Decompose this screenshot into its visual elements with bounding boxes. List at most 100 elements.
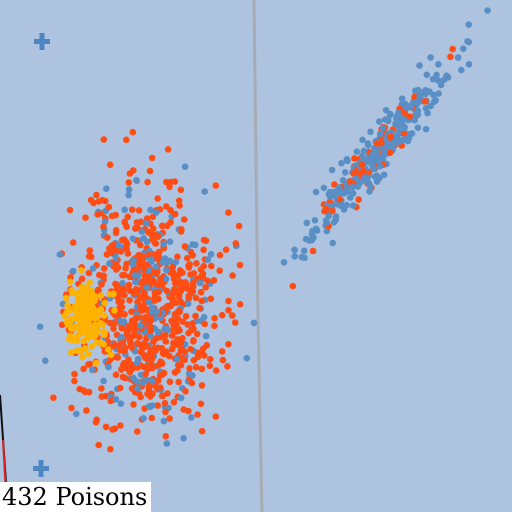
unit-dot xyxy=(216,251,224,259)
unit-dot xyxy=(155,252,162,259)
unit-dot xyxy=(344,157,351,165)
unit-dot xyxy=(123,244,130,252)
unit-dot xyxy=(81,301,88,309)
unit-dot xyxy=(201,352,208,359)
unit-dot xyxy=(160,369,168,377)
unit-dot xyxy=(207,295,215,303)
unit-dot xyxy=(133,176,140,184)
unit-dot xyxy=(107,351,115,359)
unit-dot xyxy=(291,246,298,254)
unit-dot xyxy=(412,87,419,95)
unit-dot xyxy=(112,396,120,403)
unit-dot xyxy=(378,139,385,147)
unit-dot xyxy=(355,196,363,203)
unit-dot xyxy=(382,106,390,114)
unit-dot xyxy=(146,403,154,411)
unit-dot xyxy=(171,210,179,218)
unit-dot xyxy=(157,275,165,283)
unit-dot xyxy=(100,377,107,385)
unit-dot xyxy=(206,362,214,370)
unit-dot xyxy=(414,124,422,131)
unit-dot xyxy=(376,174,383,182)
unit-dot xyxy=(360,167,367,175)
unit-dot xyxy=(416,93,424,101)
unit-dot xyxy=(146,322,153,330)
unit-dot xyxy=(126,297,133,304)
unit-dot xyxy=(95,198,103,205)
unit-dot xyxy=(177,394,185,402)
unit-dot xyxy=(337,202,344,209)
unit-dot xyxy=(400,125,408,132)
unit-dot xyxy=(143,313,151,321)
unit-dot xyxy=(101,299,109,307)
unit-dot xyxy=(166,183,173,191)
unit-dot xyxy=(222,246,230,253)
unit-dot xyxy=(115,242,122,249)
unit-dot xyxy=(140,289,148,296)
unit-dot xyxy=(176,287,183,295)
unit-dot xyxy=(429,75,437,83)
unit-dot xyxy=(100,223,107,231)
unit-dot xyxy=(148,364,156,372)
unit-dot xyxy=(181,356,188,364)
unit-dot xyxy=(153,308,160,316)
unit-dot xyxy=(353,148,361,155)
unit-dot xyxy=(85,350,92,358)
unit-dot xyxy=(110,325,117,332)
unit-dot xyxy=(374,152,382,160)
plus-marker[interactable] xyxy=(33,460,49,477)
unit-dot xyxy=(346,178,354,185)
unit-dot xyxy=(197,279,204,287)
unit-dot xyxy=(183,281,190,289)
unit-dot xyxy=(398,114,406,122)
unit-dot xyxy=(106,319,114,327)
unit-dot xyxy=(162,338,170,345)
unit-dot xyxy=(416,62,423,69)
unit-dot xyxy=(149,377,156,385)
plus-marker[interactable] xyxy=(34,33,50,50)
unit-dot xyxy=(382,116,389,123)
unit-dot xyxy=(193,260,200,267)
unit-dot xyxy=(189,372,196,379)
unit-dot xyxy=(78,275,86,283)
unit-dot xyxy=(447,53,454,61)
unit-dot xyxy=(100,312,108,320)
unit-dot xyxy=(207,355,214,363)
unit-dot xyxy=(75,305,83,312)
unit-dot xyxy=(97,339,104,347)
unit-dot xyxy=(66,206,74,214)
unit-dot xyxy=(118,324,126,332)
unit-dot xyxy=(184,300,192,308)
unit-dot xyxy=(435,90,443,97)
unit-dot xyxy=(123,329,131,337)
unit-dot xyxy=(125,179,133,186)
unit-dot xyxy=(280,259,288,266)
unit-dot xyxy=(212,367,220,374)
unit-dot xyxy=(130,257,137,264)
unit-dot xyxy=(116,317,124,325)
unit-dot xyxy=(130,374,137,382)
unit-dot xyxy=(83,407,90,414)
unit-dot xyxy=(112,229,120,237)
unit-dot xyxy=(194,353,202,361)
unit-dot xyxy=(235,222,243,230)
unit-dot xyxy=(78,267,85,274)
unit-dot xyxy=(171,285,178,293)
unit-dot xyxy=(116,384,124,392)
unit-dot xyxy=(216,267,223,275)
unit-dot xyxy=(400,129,408,137)
unit-dot xyxy=(300,247,308,255)
unit-dot xyxy=(93,191,100,199)
unit-dot xyxy=(137,294,144,301)
unit-dot xyxy=(159,350,167,357)
unit-dot xyxy=(199,270,207,278)
unit-dot xyxy=(147,332,154,340)
unit-dot xyxy=(250,319,258,327)
unit-dot xyxy=(432,97,439,104)
unit-dot xyxy=(358,161,366,169)
unit-dot xyxy=(174,361,182,369)
unit-dot xyxy=(142,370,149,378)
unit-dot xyxy=(56,251,64,258)
unit-dot xyxy=(88,253,95,261)
